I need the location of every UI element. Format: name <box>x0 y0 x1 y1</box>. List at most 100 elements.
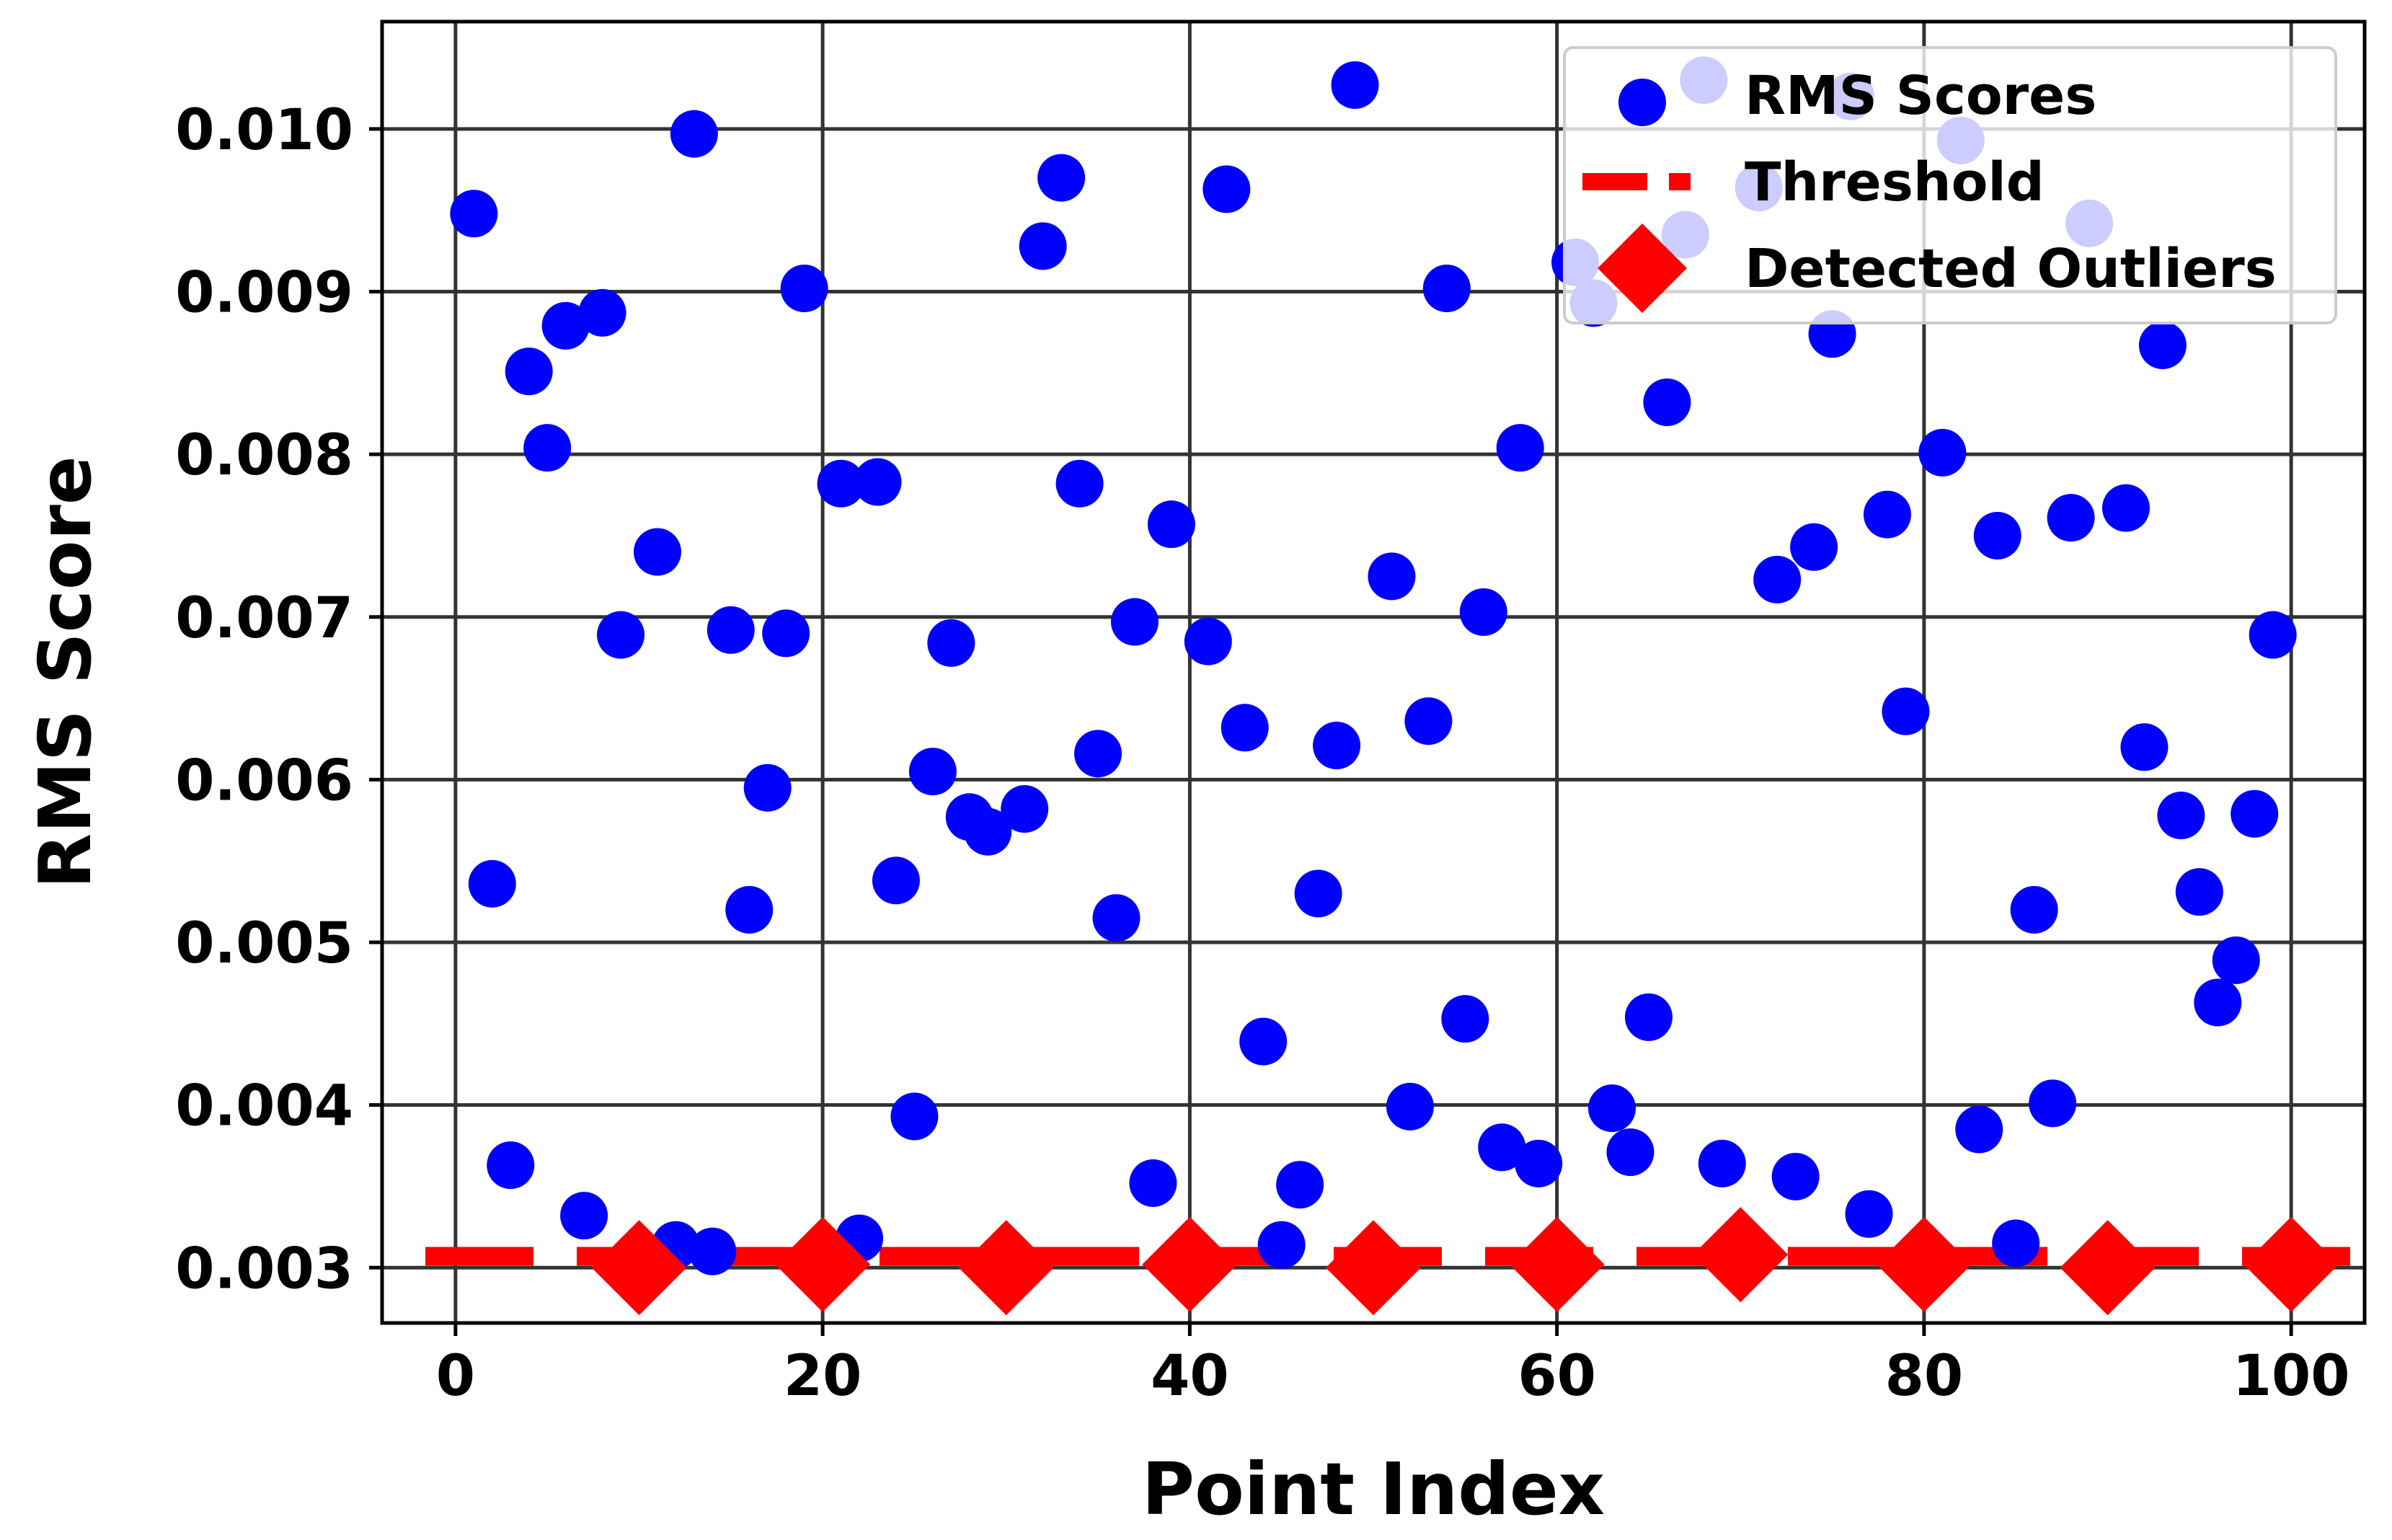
rms-score-point <box>1221 704 1269 752</box>
rms-score-point <box>725 885 774 934</box>
rms-score-point <box>2010 885 2058 934</box>
rms-score-point <box>1624 993 1673 1041</box>
outlier-marker <box>1142 1216 1238 1312</box>
rms-score-point <box>633 528 681 576</box>
rms-score-point <box>1515 1139 1563 1187</box>
rms-score-point <box>1331 61 1379 109</box>
rms-score-point <box>2138 321 2187 369</box>
outlier-marker <box>1509 1216 1605 1312</box>
y-tick-label: 0.005 <box>175 911 353 976</box>
rms-score-point <box>2249 611 2297 659</box>
rms-score-point <box>505 348 553 396</box>
rms-score-point <box>1294 869 1342 918</box>
rms-score-point <box>1276 1161 1324 1209</box>
x-tick-label: 40 <box>1151 1344 1229 1409</box>
rms-score-point <box>890 1092 939 1141</box>
rms-score-point <box>2120 723 2169 771</box>
rms-score-point <box>2231 789 2279 838</box>
legend-box <box>1563 46 2337 324</box>
rms-score-point <box>872 857 920 905</box>
rms-score-point <box>560 1192 608 1240</box>
outlier-marker <box>775 1216 871 1312</box>
rms-score-point <box>1239 1017 1288 1066</box>
rms-score-point <box>1588 1084 1636 1133</box>
rms-score-point <box>1422 265 1471 313</box>
rms-score-point <box>468 859 516 908</box>
x-axis-label: Point Index <box>1142 1447 1605 1531</box>
rms-score-point <box>450 190 498 238</box>
rms-score-point <box>927 619 975 667</box>
legend-label-threshold: Threshold <box>1745 151 2045 213</box>
rms-score-point <box>2212 936 2260 984</box>
rms-score-point <box>1973 511 2021 559</box>
y-ticks: 0.003 0.004 0.005 0.006 0.007 0.008 0.009 0.010 <box>175 98 382 1301</box>
rms-score-point <box>487 1141 535 1190</box>
rms-score-point <box>762 609 810 658</box>
rms-score-point <box>1001 785 1049 833</box>
y-tick-label: 0.004 <box>175 1074 353 1139</box>
plot-frame <box>380 19 2367 1325</box>
legend-label-detected-outliers: Detected Outliers <box>1745 238 2277 300</box>
legend-marker-detected-outliers <box>1598 224 1687 313</box>
outlier-marker <box>591 1220 687 1316</box>
y-tick-label: 0.010 <box>175 98 353 163</box>
legend-label-rms-scores: RMS Scores <box>1745 65 2096 127</box>
rms-score-point <box>1459 588 1507 637</box>
outlier-marker <box>2060 1220 2156 1316</box>
rms-score-point <box>743 764 792 812</box>
rms-score-point <box>854 458 902 506</box>
y-tick-label: 0.008 <box>175 423 353 488</box>
rms-score-point <box>578 288 626 337</box>
rms-score-point <box>1845 1190 1893 1238</box>
rms-score-point <box>1074 730 1122 778</box>
x-tick-label: 20 <box>784 1344 862 1409</box>
rms-score-point <box>1698 1139 1746 1187</box>
rms-score-point <box>2029 1079 2077 1128</box>
rms-score-point <box>1882 687 1930 735</box>
rms-score-point <box>1643 378 1691 426</box>
rms-score-point <box>1753 555 1802 603</box>
rms-score-point <box>1055 459 1104 508</box>
rms-score-point <box>1771 1152 1820 1200</box>
rms-score-point <box>1368 552 1416 601</box>
legend: RMS Scores Threshold Detected Outliers <box>1563 46 2337 324</box>
rms-score-point <box>2175 868 2223 916</box>
rms-score-point <box>541 301 590 350</box>
rms-score-point <box>2047 494 2095 542</box>
outlier-marker <box>1876 1216 1972 1312</box>
rms-score-point <box>670 110 718 158</box>
rms-score-point <box>1992 1219 2040 1267</box>
outlier-marker <box>958 1220 1054 1316</box>
y-tick-label: 0.006 <box>175 748 353 813</box>
rms-score-point <box>1202 165 1251 213</box>
rms-score-point <box>1037 154 1086 202</box>
rms-score-point <box>2194 978 2242 1027</box>
rms-score-point <box>1606 1128 1655 1177</box>
y-tick-label: 0.009 <box>175 261 353 326</box>
rms-score-point <box>688 1227 737 1275</box>
x-tick-label: 0 <box>436 1344 475 1409</box>
rms-score-point <box>1478 1123 1526 1172</box>
rms-score-point <box>2157 792 2205 840</box>
rms-score-point <box>1184 617 1232 665</box>
x-tick-label: 60 <box>1518 1344 1596 1409</box>
outlier-layer <box>591 1207 2339 1316</box>
y-axis-label: RMS Score <box>23 456 107 889</box>
rms-score-point <box>1863 490 1911 539</box>
outlier-marker <box>1693 1207 1789 1303</box>
rms-score-point <box>1955 1105 2003 1154</box>
rms-score-point <box>1313 722 1361 770</box>
rms-score-point <box>964 807 1012 856</box>
legend-marker-rms-scores <box>1618 79 1666 126</box>
x-ticks: 0 20 40 60 80 100 <box>436 1323 2350 1409</box>
rms-score-point <box>1441 995 1489 1043</box>
rms-score-point <box>780 265 828 313</box>
rms-score-point <box>1257 1221 1306 1269</box>
outlier-marker <box>1326 1220 1421 1316</box>
rms-score-point <box>817 459 865 508</box>
rms-score-point <box>1790 523 1838 571</box>
rms-score-point <box>2101 484 2150 532</box>
rms-score-point <box>1918 428 1967 477</box>
rms-score-point <box>706 606 755 654</box>
